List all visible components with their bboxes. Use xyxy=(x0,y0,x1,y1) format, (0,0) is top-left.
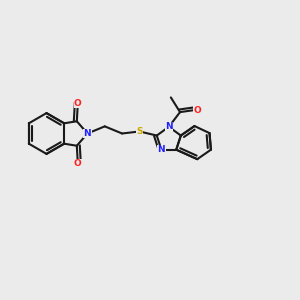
Text: N: N xyxy=(84,129,91,138)
Text: O: O xyxy=(74,159,82,168)
Text: N: N xyxy=(158,145,165,154)
Text: O: O xyxy=(74,99,82,108)
Text: N: N xyxy=(165,122,172,131)
Text: O: O xyxy=(194,106,201,115)
Text: S: S xyxy=(136,127,143,136)
